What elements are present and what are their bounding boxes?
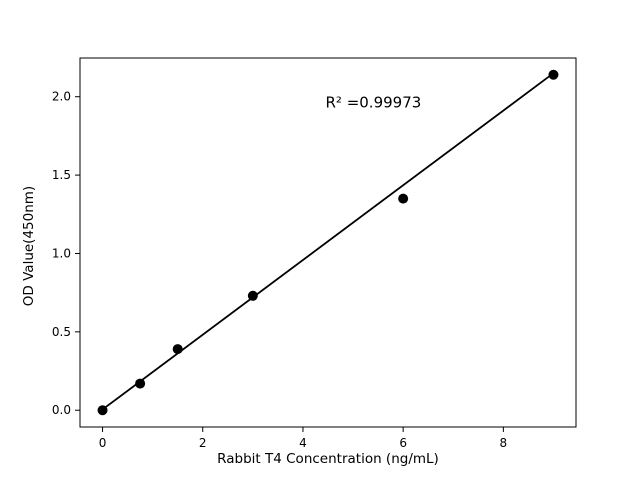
x-tick-label: 2 [199,436,207,450]
plot-area [79,57,577,428]
x-tick-label: 8 [500,436,508,450]
y-axis-label: OD Value(450nm) [21,186,37,306]
y-tick-label: 1.0 [52,246,71,260]
y-tick-label: 0.5 [52,325,71,339]
r-squared-annotation: R² =0.99973 [325,94,421,112]
x-tick-label: 6 [399,436,407,450]
data-point [247,290,258,301]
x-axis-label: Rabbit T4 Concentration (ng/mL) [217,451,439,467]
y-tick-label: 0.0 [52,403,71,417]
data-point [172,344,183,355]
data-point [548,69,559,80]
axis-ticks: 0 2 4 6 8 0.0 0.5 1.0 1.5 2.0 [52,90,507,450]
data-series [97,69,559,416]
y-tick-label: 2.0 [52,90,71,104]
x-tick-label: 0 [99,436,107,450]
y-tick-label: 1.5 [52,168,71,182]
data-point [398,193,409,204]
x-tick-label: 4 [299,436,307,450]
data-point [135,378,146,389]
data-point [97,405,108,416]
fit-line [102,72,554,411]
